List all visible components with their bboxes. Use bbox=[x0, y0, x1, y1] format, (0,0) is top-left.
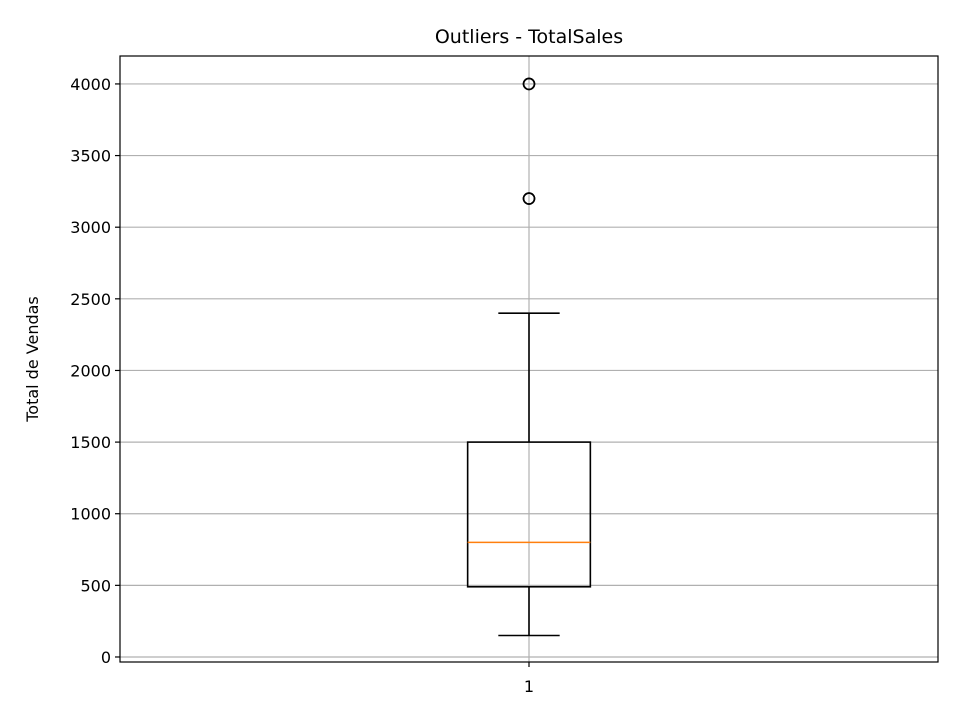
y-tick-label: 2500 bbox=[70, 290, 111, 309]
outlier-point bbox=[522, 192, 536, 205]
box-group bbox=[466, 77, 592, 637]
outlier-point bbox=[522, 77, 536, 91]
y-axis-label: Total de Vendas bbox=[23, 296, 42, 423]
y-tick-label: 3500 bbox=[70, 147, 111, 166]
x-tick-label: 1 bbox=[524, 677, 534, 696]
chart-title: Outliers - TotalSales bbox=[435, 26, 623, 48]
iqr-box bbox=[466, 441, 592, 588]
y-tick-label: 0 bbox=[101, 648, 111, 667]
y-tick-label: 2000 bbox=[70, 361, 111, 380]
box-layer bbox=[466, 77, 592, 637]
tick-layer: 0 500 1000 1500 2000 2500 3000 3500 4000 1 bbox=[70, 75, 534, 696]
y-tick-label: 500 bbox=[80, 576, 111, 595]
y-tick-label: 1000 bbox=[70, 505, 111, 524]
y-tick-label: 1500 bbox=[70, 433, 111, 452]
y-tick-label: 3000 bbox=[70, 218, 111, 237]
y-tick-label: 4000 bbox=[70, 75, 111, 94]
